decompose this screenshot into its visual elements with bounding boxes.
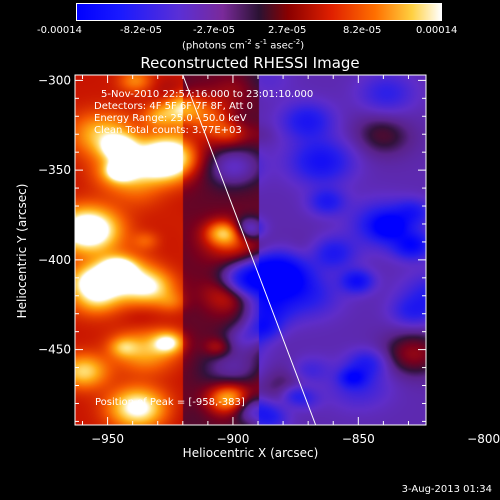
x-tick-label: −850 (342, 432, 375, 446)
y-tick-label: −350 (38, 163, 71, 177)
solar-limb-line (182, 74, 317, 426)
y-ticks: −300 −350 −400 −450 (38, 73, 426, 422)
colorbar-unit-label: (photons cm-2 s-1 asec-2) (182, 38, 305, 52)
colorbar-tick-1: -0.00014 (37, 25, 82, 36)
detectors-label: Detectors: 4F 5F 6F 7F 8F, Att 0 (94, 101, 254, 112)
colorbar-tick-4: 2.7e-05 (268, 25, 307, 36)
x-ticks: −950 −900 −850 −800 (82, 75, 500, 446)
y-tick-label: −450 (38, 343, 71, 357)
y-axis-label: Heliocentric Y (arcsec) (15, 183, 29, 319)
x-tick-label: −900 (216, 432, 249, 446)
method-label: Clean Total counts: 3.77E+03 (94, 125, 242, 136)
x-tick-label: −800 (467, 432, 500, 446)
x-axis-label: Heliocentric X (arcsec) (182, 446, 319, 460)
y-tick-label: −400 (38, 253, 71, 267)
y-tick-label: −300 (38, 73, 71, 87)
x-tick-label: −950 (91, 432, 124, 446)
colorbar-tick-2: -8.2e-05 (120, 25, 162, 36)
peak-position-label: Position of Peak = [-958,-383] (95, 397, 245, 408)
heatmap-image (75, 75, 426, 425)
colorbar-tick-5: 8.2e-05 (343, 25, 382, 36)
plot-frame (74, 74, 427, 426)
footer-date: 3-Aug-2013 01:34 (401, 484, 492, 495)
energy-label: Energy Range: 25.0 - 50.0 keV (94, 113, 247, 124)
colorbar (76, 3, 442, 21)
colorbar-tick-3: -2.7e-05 (193, 25, 235, 36)
time-range-label: 5-Nov-2010 22:57:16.000 to 23:01:10.000 (101, 89, 314, 100)
chart-title: Reconstructed RHESSI Image (140, 54, 360, 72)
colorbar-tick-6: 0.00014 (416, 25, 458, 36)
